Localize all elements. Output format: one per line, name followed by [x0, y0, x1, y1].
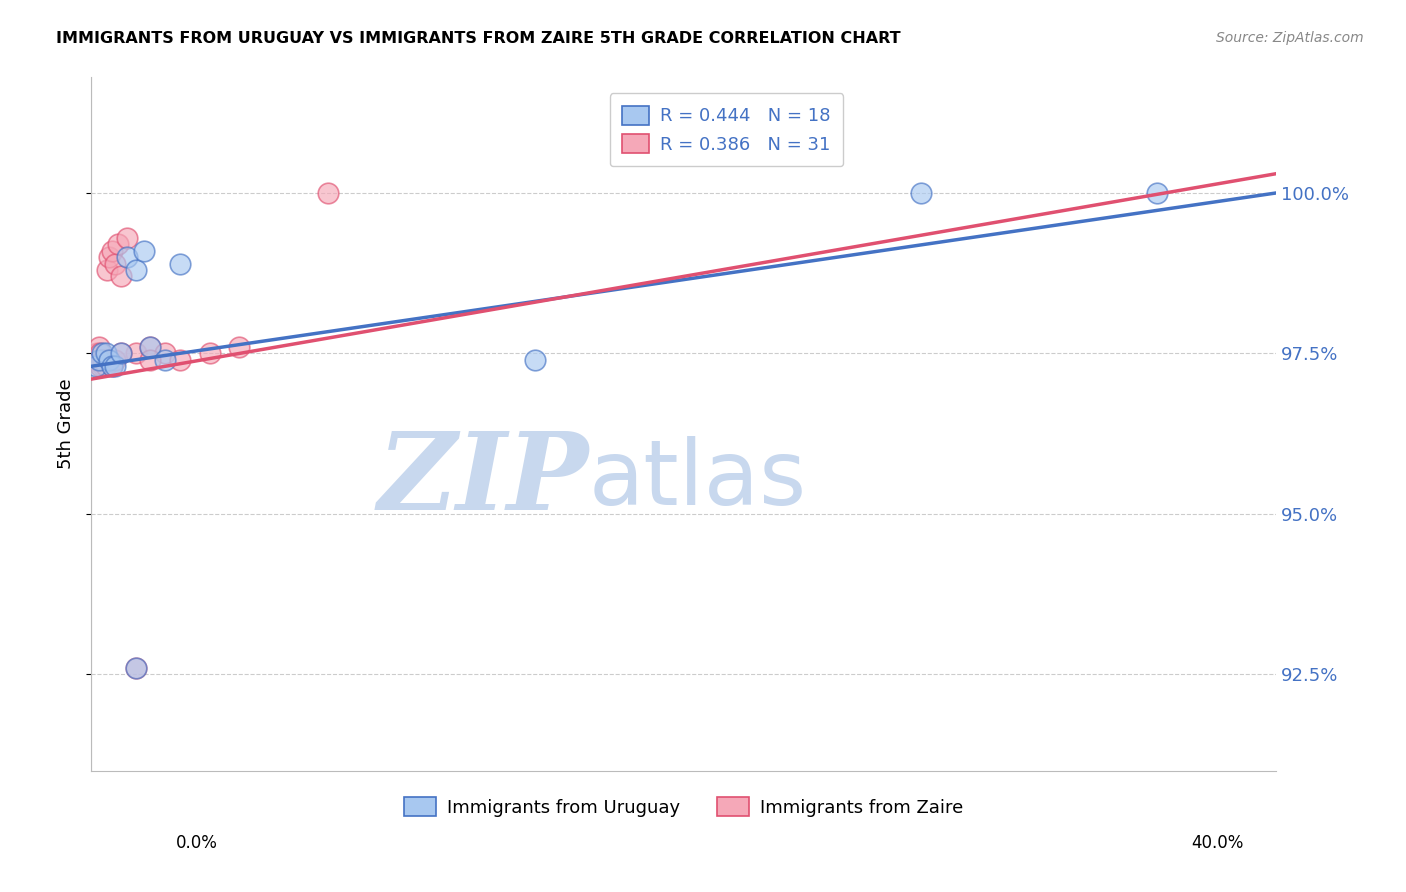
Point	[104, 359, 127, 374]
Point	[139, 352, 162, 367]
Text: IMMIGRANTS FROM URUGUAY VS IMMIGRANTS FROM ZAIRE 5TH GRADE CORRELATION CHART: IMMIGRANTS FROM URUGUAY VS IMMIGRANTS FR…	[56, 31, 901, 46]
Point	[101, 359, 124, 374]
Point	[89, 359, 111, 374]
Point	[124, 661, 146, 675]
Point	[115, 231, 138, 245]
Point	[139, 340, 162, 354]
Y-axis label: 5th Grade: 5th Grade	[58, 379, 75, 469]
Point	[110, 346, 132, 360]
Point	[101, 244, 124, 258]
Point	[89, 346, 111, 360]
Text: 0.0%: 0.0%	[176, 834, 218, 852]
Point	[94, 346, 117, 360]
Text: 40.0%: 40.0%	[1191, 834, 1244, 852]
Point	[83, 352, 105, 367]
Point	[139, 340, 162, 354]
Point	[169, 352, 191, 367]
Point	[198, 346, 221, 360]
Text: ZIP: ZIP	[377, 426, 589, 533]
Point	[84, 352, 107, 367]
Point	[90, 352, 112, 367]
Legend: Immigrants from Uruguay, Immigrants from Zaire: Immigrants from Uruguay, Immigrants from…	[396, 790, 970, 824]
Point	[91, 359, 114, 374]
Point	[110, 269, 132, 284]
Point	[153, 352, 176, 367]
Point	[1146, 186, 1168, 200]
Point	[910, 186, 932, 200]
Point	[94, 352, 117, 367]
Point	[524, 352, 547, 367]
Point	[124, 661, 146, 675]
Point	[97, 352, 120, 367]
Point	[97, 352, 120, 367]
Point	[153, 346, 176, 360]
Point	[104, 257, 127, 271]
Point	[316, 186, 339, 200]
Point	[107, 237, 129, 252]
Text: Source: ZipAtlas.com: Source: ZipAtlas.com	[1216, 31, 1364, 45]
Point	[86, 346, 108, 360]
Point	[84, 359, 107, 374]
Point	[87, 340, 110, 354]
Point	[169, 257, 191, 271]
Point	[110, 346, 132, 360]
Text: atlas: atlas	[589, 435, 807, 524]
Point	[104, 352, 127, 367]
Point	[87, 352, 110, 367]
Point	[115, 250, 138, 264]
Point	[91, 352, 114, 367]
Point	[94, 359, 117, 374]
Point	[90, 346, 112, 360]
Point	[124, 346, 146, 360]
Point	[97, 250, 120, 264]
Point	[124, 263, 146, 277]
Point	[101, 359, 124, 374]
Point	[228, 340, 250, 354]
Point	[134, 244, 156, 258]
Point	[96, 263, 118, 277]
